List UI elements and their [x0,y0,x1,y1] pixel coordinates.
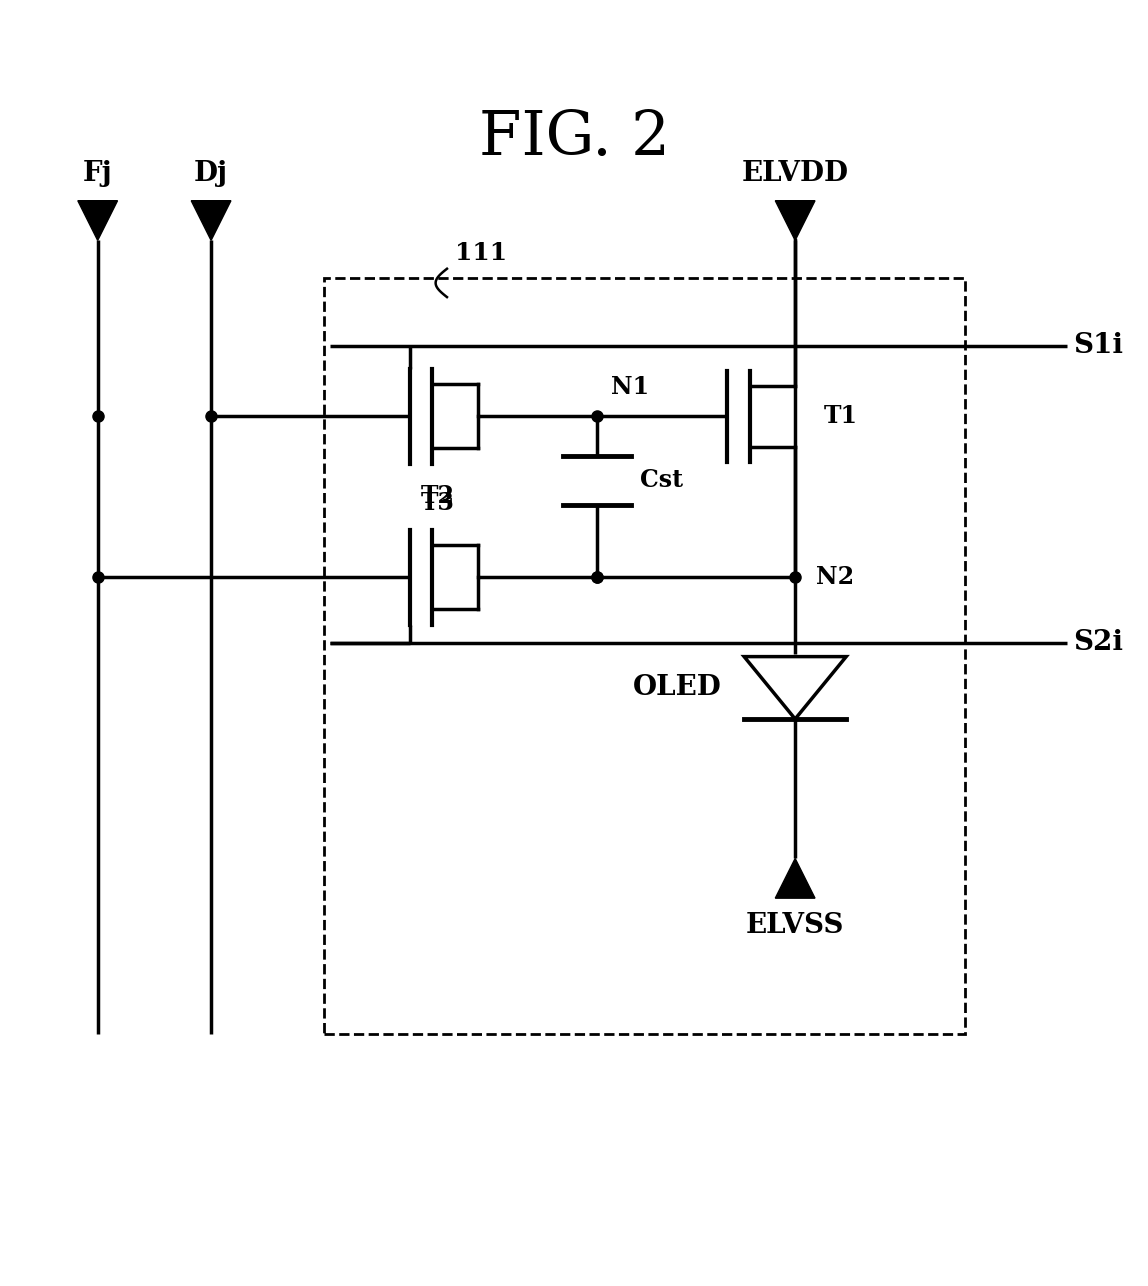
Text: FIG. 2: FIG. 2 [479,108,669,168]
Polygon shape [192,201,231,240]
Polygon shape [775,201,815,240]
Text: T1: T1 [823,404,858,428]
Polygon shape [775,859,815,898]
Text: S1i: S1i [1073,332,1123,359]
Text: Fj: Fj [83,159,113,186]
Text: N2: N2 [815,566,854,589]
Text: T2: T2 [421,485,455,508]
Text: Dj: Dj [194,159,228,186]
Text: 111: 111 [455,242,507,265]
Polygon shape [78,201,117,240]
Text: ELVDD: ELVDD [742,159,848,186]
Bar [325,278,965,1034]
Text: ELVSS: ELVSS [746,912,844,939]
Text: Cst: Cst [639,468,683,493]
Text: N1: N1 [612,376,650,399]
Text: OLED: OLED [633,674,721,701]
Text: S2i: S2i [1073,630,1123,656]
Text: T3: T3 [421,491,455,514]
